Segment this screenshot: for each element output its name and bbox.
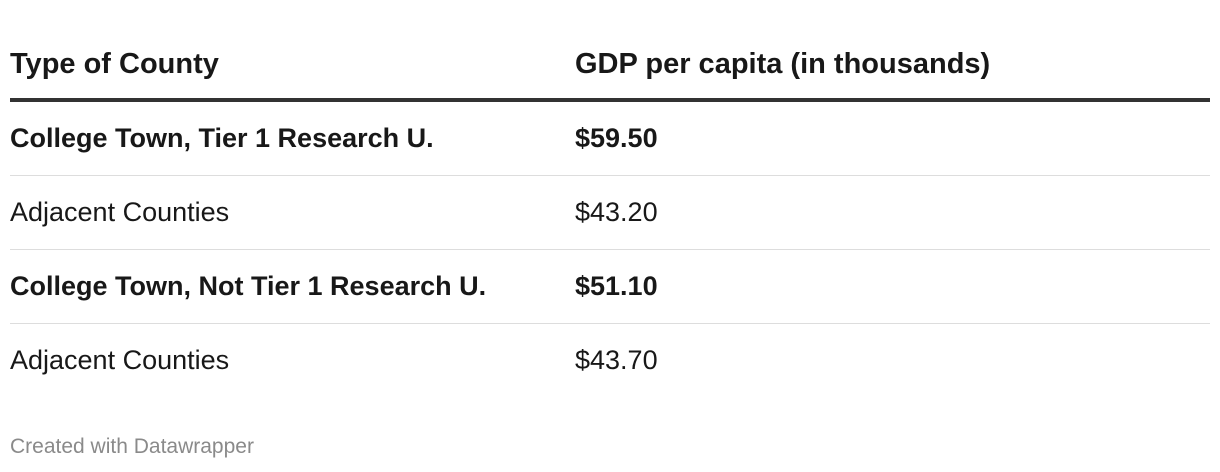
table-row: College Town, Not Tier 1 Research U. $51… bbox=[10, 249, 1210, 324]
cell-county-type: Adjacent Counties bbox=[10, 175, 575, 250]
data-table: Type of County GDP per capita (in thousa… bbox=[10, 30, 1210, 397]
data-table-container: Type of County GDP per capita (in thousa… bbox=[10, 30, 1210, 397]
table-row: Adjacent Counties $43.70 bbox=[10, 324, 1210, 398]
cell-county-type: Adjacent Counties bbox=[10, 345, 230, 375]
cell-gdp: $43.20 bbox=[575, 175, 1210, 250]
header-row: Type of County GDP per capita (in thousa… bbox=[10, 30, 1210, 102]
column-header-gdp: GDP per capita (in thousands) bbox=[575, 30, 1210, 102]
cell-gdp: $59.50 bbox=[575, 100, 1210, 176]
table-header: Type of County GDP per capita (in thousa… bbox=[10, 30, 1210, 102]
footer-credit: Created with Datawrapper bbox=[10, 435, 254, 458]
cell-gdp: $51.10 bbox=[575, 249, 1210, 324]
cell-county-type: College Town, Tier 1 Research U. bbox=[10, 100, 575, 176]
table-body: College Town, Tier 1 Research U. $59.50 … bbox=[10, 100, 1210, 397]
table-row: Adjacent Counties $43.20 bbox=[10, 175, 1210, 250]
table-row: College Town, Tier 1 Research U. $59.50 bbox=[10, 100, 1210, 176]
column-header-county-type: Type of County bbox=[10, 30, 575, 102]
cell-gdp: $43.70 bbox=[575, 345, 658, 375]
cell-county-type: College Town, Not Tier 1 Research U. bbox=[10, 249, 575, 324]
